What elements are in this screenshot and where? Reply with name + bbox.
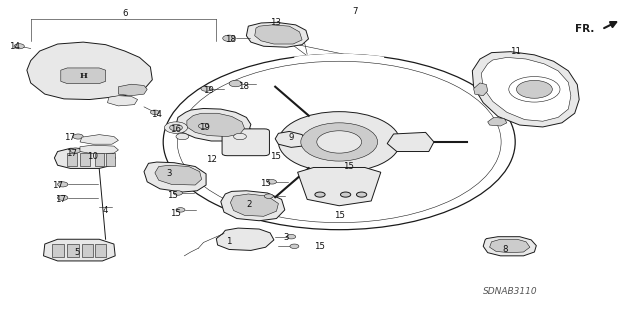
Text: 18: 18 — [225, 35, 236, 44]
Circle shape — [264, 194, 273, 198]
Text: 10: 10 — [87, 152, 99, 161]
Circle shape — [509, 77, 560, 102]
Circle shape — [150, 110, 159, 115]
Polygon shape — [108, 96, 138, 106]
Text: 17: 17 — [52, 181, 63, 190]
Text: 12: 12 — [205, 155, 217, 164]
Polygon shape — [221, 191, 285, 221]
Polygon shape — [155, 165, 202, 185]
Polygon shape — [54, 148, 115, 168]
Text: 15: 15 — [343, 162, 355, 171]
FancyBboxPatch shape — [222, 129, 269, 156]
Circle shape — [290, 244, 299, 249]
Text: 15: 15 — [333, 211, 345, 220]
Text: 5: 5 — [74, 248, 79, 256]
Polygon shape — [481, 57, 571, 121]
Bar — [67, 153, 77, 166]
Circle shape — [198, 123, 209, 129]
Text: 1: 1 — [227, 237, 232, 246]
Text: 3: 3 — [167, 169, 172, 178]
Bar — [52, 244, 64, 257]
Text: 7: 7 — [353, 7, 358, 16]
Text: 14: 14 — [151, 110, 163, 119]
Text: 2: 2 — [247, 200, 252, 209]
Text: 17: 17 — [55, 195, 67, 204]
Circle shape — [14, 44, 24, 49]
Bar — [95, 244, 106, 257]
Polygon shape — [275, 131, 306, 147]
Text: 15: 15 — [269, 152, 281, 161]
Polygon shape — [187, 113, 244, 137]
Text: 15: 15 — [314, 242, 326, 251]
Circle shape — [170, 124, 182, 131]
Text: 11: 11 — [509, 47, 521, 56]
Bar — [82, 244, 93, 257]
Text: 15: 15 — [167, 191, 179, 200]
Circle shape — [164, 122, 188, 133]
Text: H: H — [79, 71, 87, 80]
Text: 13: 13 — [269, 18, 281, 27]
Text: 17: 17 — [63, 133, 75, 142]
Text: 19: 19 — [200, 123, 210, 132]
Text: 18: 18 — [237, 82, 249, 91]
Text: 6: 6 — [122, 9, 127, 18]
Circle shape — [234, 133, 246, 140]
Text: FR.: FR. — [575, 24, 594, 34]
Circle shape — [356, 192, 367, 197]
Text: SDNAB3110: SDNAB3110 — [483, 287, 538, 296]
Circle shape — [287, 234, 296, 239]
Polygon shape — [255, 25, 302, 44]
Text: 4: 4 — [103, 206, 108, 215]
Circle shape — [176, 208, 185, 212]
Polygon shape — [488, 117, 507, 126]
Circle shape — [70, 148, 81, 153]
Polygon shape — [230, 194, 278, 216]
Circle shape — [268, 180, 276, 184]
Text: 9: 9 — [289, 133, 294, 142]
Polygon shape — [80, 135, 118, 144]
Circle shape — [73, 134, 83, 139]
Circle shape — [516, 80, 552, 98]
Circle shape — [278, 112, 400, 172]
Text: 15: 15 — [170, 209, 182, 218]
Polygon shape — [144, 162, 206, 192]
Circle shape — [315, 192, 325, 197]
Text: 8: 8 — [503, 245, 508, 254]
Polygon shape — [483, 237, 536, 256]
Text: 14: 14 — [8, 42, 20, 51]
Text: 17: 17 — [66, 149, 77, 158]
Polygon shape — [472, 52, 579, 127]
Polygon shape — [118, 84, 147, 96]
Circle shape — [340, 192, 351, 197]
Circle shape — [229, 80, 242, 87]
Polygon shape — [44, 239, 115, 261]
Text: 15: 15 — [260, 179, 271, 188]
Circle shape — [173, 191, 182, 195]
Polygon shape — [80, 145, 118, 154]
Circle shape — [223, 35, 236, 41]
Circle shape — [176, 133, 189, 140]
Polygon shape — [490, 239, 530, 253]
Bar — [80, 153, 90, 166]
Circle shape — [301, 123, 378, 161]
Circle shape — [317, 131, 362, 153]
Bar — [106, 153, 115, 166]
Circle shape — [58, 195, 68, 200]
Bar — [67, 244, 79, 257]
Polygon shape — [176, 108, 251, 141]
Polygon shape — [387, 132, 434, 152]
Polygon shape — [61, 68, 106, 84]
Polygon shape — [246, 22, 308, 47]
Polygon shape — [27, 42, 152, 100]
Text: 16: 16 — [170, 125, 182, 134]
Text: 3: 3 — [284, 233, 289, 242]
Polygon shape — [298, 167, 381, 206]
Circle shape — [58, 182, 68, 187]
Bar — [95, 153, 104, 166]
Text: 19: 19 — [203, 86, 213, 95]
Polygon shape — [216, 228, 274, 250]
Polygon shape — [474, 83, 488, 96]
Circle shape — [201, 86, 211, 91]
